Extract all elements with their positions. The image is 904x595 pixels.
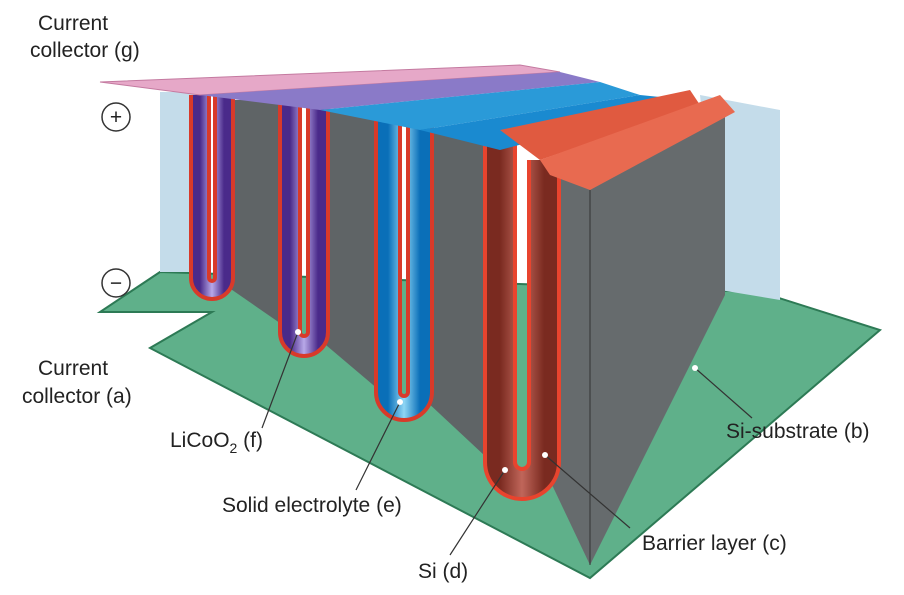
label: Current [38, 12, 108, 35]
battery-diagram: + − Current collector (g) Current collec… [0, 0, 904, 590]
label: Si (d) [418, 560, 468, 583]
label: Current [38, 357, 108, 380]
label: collector (a) [22, 385, 132, 408]
label-part: (f) [237, 429, 263, 452]
polarity: + − [102, 103, 130, 297]
label: Si-substrate (b) [726, 420, 870, 443]
label: collector (g) [30, 39, 140, 62]
label: LiCoO2 (f) [170, 429, 263, 456]
label-part: 2 [230, 440, 238, 456]
minus-sign: − [110, 272, 122, 295]
plus-sign: + [110, 106, 122, 129]
label: Barrier layer (c) [642, 532, 787, 555]
structure [100, 65, 880, 578]
label: Solid electrolyte (e) [222, 494, 402, 517]
label-part: LiCoO [170, 429, 230, 452]
